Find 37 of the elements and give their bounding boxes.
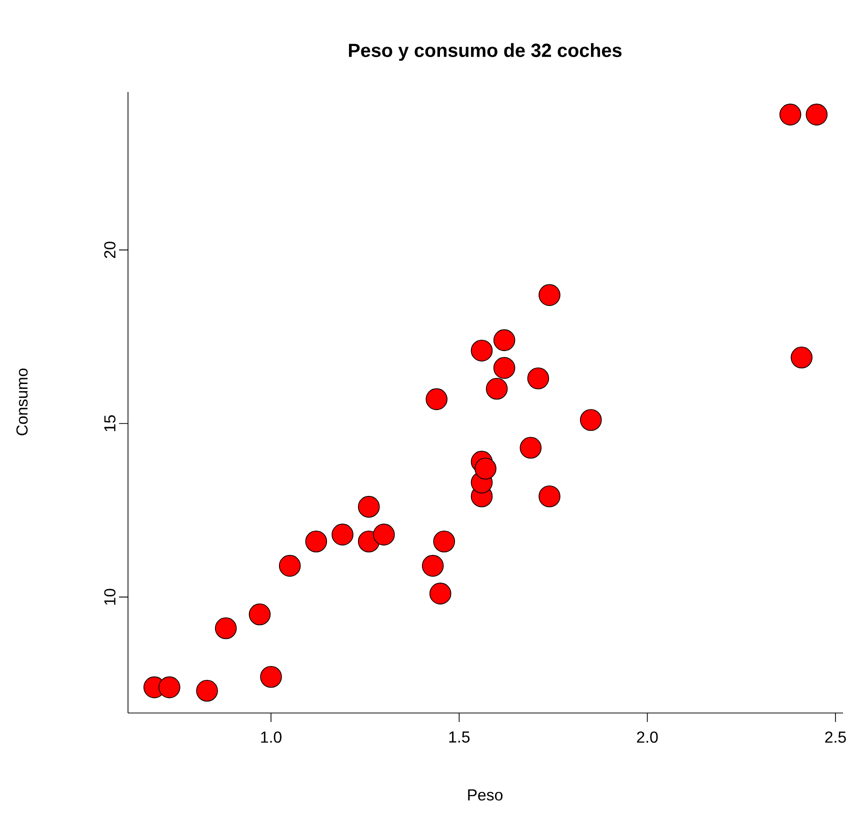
point — [474, 458, 496, 480]
point — [358, 496, 380, 518]
y-tick-label: 20 — [104, 242, 116, 258]
point — [426, 388, 448, 410]
point — [278, 554, 301, 577]
point — [806, 104, 828, 126]
point — [433, 530, 456, 552]
point — [305, 530, 328, 552]
y-tick-label: 15 — [104, 415, 116, 432]
point — [332, 524, 354, 546]
point — [493, 329, 516, 352]
point — [214, 617, 237, 640]
point — [493, 357, 516, 379]
point — [429, 582, 452, 604]
x-tick-label: 2.0 — [637, 732, 658, 743]
chart-title: Peso y consumo de 32 coches — [348, 43, 622, 61]
point — [538, 284, 560, 306]
point — [373, 524, 395, 546]
point — [422, 554, 444, 577]
point — [527, 367, 550, 390]
x-tick-label: 1.0 — [261, 732, 282, 743]
y-axis-title: Consumo — [16, 368, 28, 436]
point — [580, 409, 602, 431]
x-tick-label: 2.5 — [825, 732, 846, 743]
x-tick-label: 1.5 — [449, 732, 470, 743]
point — [196, 680, 218, 702]
point — [158, 676, 180, 698]
x-axis-title: Peso — [468, 789, 502, 801]
point — [486, 378, 508, 400]
point — [779, 104, 802, 126]
point — [538, 485, 560, 508]
y-tick-label: 10 — [104, 588, 116, 605]
point — [470, 340, 493, 362]
point — [790, 346, 813, 368]
point — [248, 604, 271, 626]
point — [260, 666, 282, 688]
point — [520, 436, 542, 459]
